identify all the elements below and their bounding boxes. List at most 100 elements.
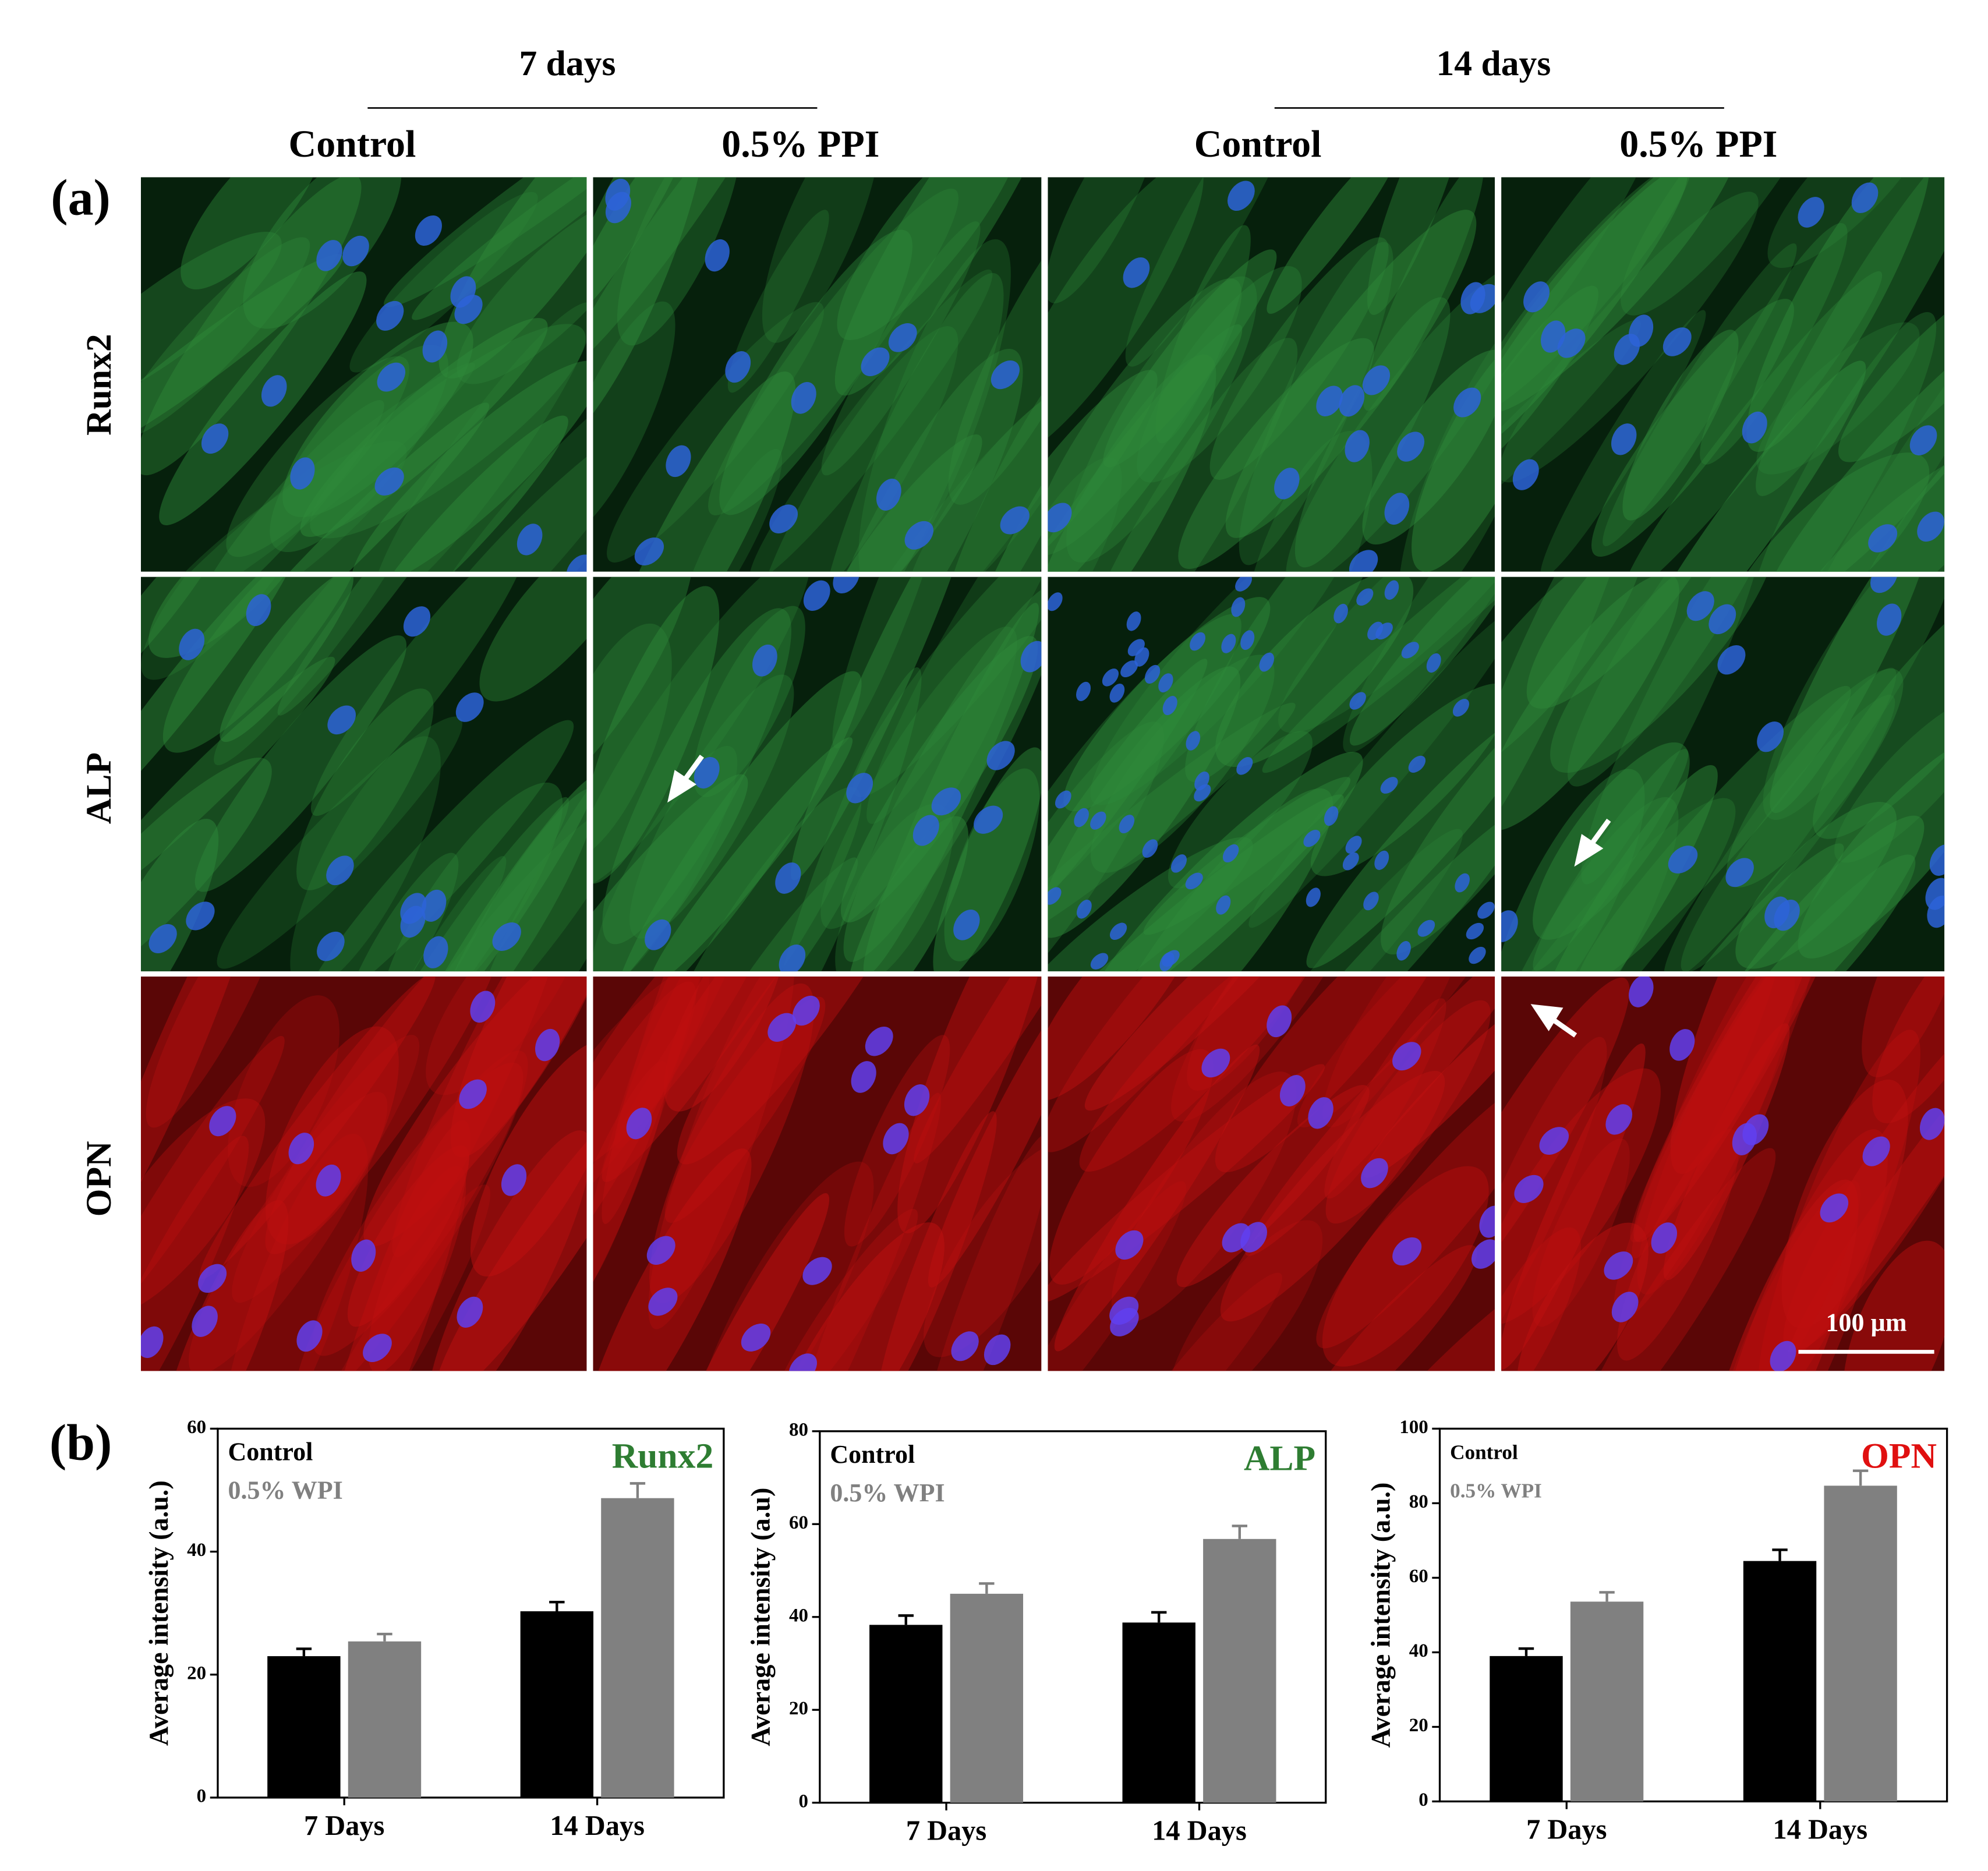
cell-body bbox=[1048, 370, 1158, 572]
cell-body bbox=[1048, 177, 1204, 458]
cell-body bbox=[1501, 1037, 1607, 1371]
column-header: Control bbox=[1194, 123, 1322, 165]
nucleus bbox=[1629, 976, 1654, 1007]
cell-body bbox=[614, 976, 763, 1149]
cell-body bbox=[155, 1200, 289, 1371]
cell-body bbox=[1501, 576, 1679, 831]
cell-body bbox=[1573, 1148, 1776, 1371]
cell-body bbox=[141, 576, 316, 680]
nucleus bbox=[1333, 603, 1348, 624]
cell-body bbox=[155, 362, 475, 572]
nucleus bbox=[1356, 588, 1374, 606]
nucleus bbox=[1048, 887, 1062, 905]
cell-body bbox=[1215, 576, 1414, 768]
cell-body bbox=[1286, 261, 1495, 572]
bar bbox=[1203, 1538, 1276, 1803]
annotations: 100 µm bbox=[667, 754, 1934, 1354]
nucleus bbox=[1868, 524, 1898, 553]
nucleus bbox=[1109, 1296, 1139, 1325]
cell-body bbox=[1048, 614, 1241, 930]
cell-body bbox=[1084, 976, 1338, 1111]
cell-body bbox=[270, 345, 448, 553]
nucleus bbox=[1142, 839, 1158, 858]
cell-body bbox=[140, 819, 219, 972]
cell-body bbox=[140, 576, 227, 699]
cell-body bbox=[1501, 977, 1630, 1333]
cell-body bbox=[1168, 1220, 1323, 1371]
legend-entry: Control bbox=[228, 1437, 313, 1466]
cell-body bbox=[1756, 177, 1945, 496]
scale-bar-label: 100 µm bbox=[1826, 1308, 1907, 1336]
cell-body bbox=[1630, 976, 1832, 1243]
nucleus bbox=[788, 1353, 818, 1371]
cell-body bbox=[1501, 576, 1642, 782]
cell-body bbox=[905, 386, 1042, 572]
nucleus bbox=[1345, 836, 1362, 854]
cell-body bbox=[146, 976, 285, 1128]
column-header: 0.5% PPI bbox=[1619, 123, 1777, 165]
nucleus bbox=[1798, 197, 1824, 228]
nucleus bbox=[492, 922, 521, 952]
cell-body bbox=[948, 183, 1042, 505]
nucleus bbox=[1925, 878, 1945, 910]
y-tick-label: 20 bbox=[187, 1663, 206, 1683]
cell-body bbox=[852, 576, 1042, 797]
cell-body bbox=[1633, 976, 1851, 1243]
nucleus bbox=[290, 457, 315, 490]
nucleus bbox=[1279, 1075, 1306, 1107]
nucleus bbox=[1216, 895, 1231, 915]
nucleus bbox=[752, 644, 777, 677]
nucleus bbox=[422, 330, 448, 363]
nucleus bbox=[986, 741, 1015, 770]
x-tick-label: 14 Days bbox=[550, 1810, 645, 1841]
cell-body bbox=[1663, 1023, 1790, 1281]
cell-body bbox=[1783, 1010, 1945, 1353]
cell-body bbox=[593, 177, 707, 450]
cell-body bbox=[766, 1208, 918, 1371]
nucleus bbox=[1201, 1048, 1230, 1078]
nucleus bbox=[1259, 652, 1275, 672]
nucleus bbox=[1512, 459, 1539, 490]
cell-body bbox=[648, 976, 794, 1329]
cell-body bbox=[313, 1062, 523, 1356]
cell-body bbox=[593, 576, 694, 801]
y-tick-label: 20 bbox=[789, 1698, 808, 1719]
nucleus bbox=[1557, 328, 1586, 358]
cell-body bbox=[1099, 788, 1333, 972]
cell-body bbox=[1322, 976, 1465, 1127]
y-tick-label: 40 bbox=[1409, 1640, 1428, 1661]
nucleus bbox=[1240, 630, 1255, 650]
cell-body bbox=[273, 1184, 491, 1371]
cell-body bbox=[928, 976, 1042, 1288]
nucleus bbox=[1408, 755, 1426, 773]
nucleus bbox=[1109, 922, 1127, 940]
cell-body bbox=[1501, 576, 1635, 857]
cell-body bbox=[1779, 442, 1945, 572]
cell-body bbox=[430, 788, 587, 972]
nucleus bbox=[148, 924, 177, 954]
nucleus bbox=[1392, 1042, 1421, 1071]
nucleus bbox=[605, 178, 631, 211]
cell-body bbox=[310, 576, 527, 816]
cell-body bbox=[1711, 1129, 1888, 1371]
cell-body bbox=[140, 656, 335, 904]
nucleus bbox=[1316, 385, 1343, 416]
nucleus bbox=[1090, 953, 1109, 970]
nucleus bbox=[912, 815, 939, 846]
cell-body bbox=[1622, 330, 1739, 521]
legend-entry: 0.5% WPI bbox=[830, 1479, 945, 1507]
cell-body bbox=[349, 192, 538, 373]
nucleus bbox=[296, 1320, 323, 1352]
cell-body bbox=[1220, 1071, 1445, 1322]
y-tick-label: 80 bbox=[789, 1419, 808, 1440]
cell-body bbox=[693, 606, 805, 797]
x-tick-label: 14 Days bbox=[1152, 1816, 1247, 1847]
nucleus bbox=[457, 1296, 483, 1328]
nucleus bbox=[1742, 411, 1767, 444]
nucleus bbox=[470, 991, 496, 1023]
nucleus bbox=[1392, 1237, 1422, 1266]
nucleus bbox=[803, 580, 830, 611]
cell-body bbox=[1746, 177, 1930, 452]
nucleus bbox=[779, 945, 806, 972]
cell-body bbox=[727, 210, 829, 393]
